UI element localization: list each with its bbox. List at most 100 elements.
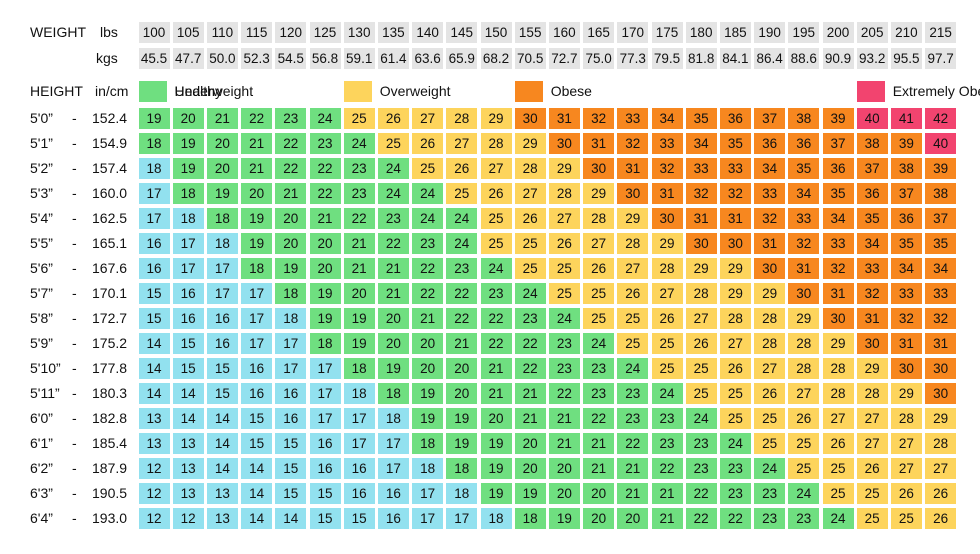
bmi-cell: 27	[890, 433, 922, 454]
bmi-cell: 24	[685, 408, 717, 429]
bmi-cell: 15	[275, 483, 307, 504]
bmi-cell: 16	[241, 358, 273, 379]
bmi-cell: 25	[480, 233, 512, 254]
bmi-cell: 21	[377, 283, 409, 304]
bmi-cell: 23	[617, 383, 649, 404]
bmi-cell: 22	[446, 283, 478, 304]
bmi-cell: 30	[651, 208, 683, 229]
bmi-cell: 25	[822, 458, 854, 479]
bmi-cell: 30	[788, 283, 820, 304]
bmi-cell: 18	[412, 433, 444, 454]
height-cm: 157.4	[92, 160, 128, 176]
bmi-cell: 27	[685, 308, 717, 329]
bmi-cell: 17	[138, 183, 170, 204]
bmi-cell: 16	[343, 458, 375, 479]
bmi-cell: 22	[275, 133, 307, 154]
bmi-cell: 16	[138, 258, 170, 279]
bmi-cell: 19	[241, 208, 273, 229]
bmi-cell: 18	[446, 458, 478, 479]
bmi-cell: 23	[412, 233, 444, 254]
bmi-cell: 26	[583, 258, 615, 279]
bmi-cell: 23	[788, 508, 820, 529]
bmi-cell: 28	[446, 108, 478, 129]
bmi-cell: 38	[925, 183, 957, 204]
bmi-cell: 25	[548, 283, 580, 304]
bmi-cell: 26	[480, 183, 512, 204]
bmi-cell: 18	[206, 208, 238, 229]
lbs-cell: 205	[856, 22, 888, 43]
bmi-cell: 26	[617, 283, 649, 304]
kgs-cell: 72.7	[548, 48, 580, 69]
bmi-cell: 17	[343, 408, 375, 429]
lbs-cell: 180	[685, 22, 717, 43]
bmi-cell: 20	[514, 433, 546, 454]
bmi-cell: 32	[822, 258, 854, 279]
bmi-cell: 21	[548, 433, 580, 454]
bmi-cell: 39	[890, 133, 922, 154]
bmi-cell: 29	[754, 283, 786, 304]
bmi-cell: 25	[890, 508, 922, 529]
bmi-cell: 16	[275, 408, 307, 429]
bmi-cell: 32	[788, 233, 820, 254]
bmi-cell: 32	[651, 158, 683, 179]
bmi-cell: 20	[548, 483, 580, 504]
separator: -	[72, 210, 77, 226]
bmi-cell: 20	[446, 383, 478, 404]
bmi-cell: 31	[925, 333, 957, 354]
height-cm: 165.1	[92, 235, 128, 251]
bmi-cell: 28	[583, 208, 615, 229]
height-ft: 5'8”	[30, 310, 53, 326]
bmi-cell: 19	[172, 133, 204, 154]
height-ft: 6'0”	[30, 410, 53, 426]
bmi-cell: 20	[309, 258, 341, 279]
bmi-cell: 19	[412, 408, 444, 429]
bmi-cell: 17	[412, 483, 444, 504]
height-cm: 167.6	[92, 260, 128, 276]
bmi-cell: 31	[754, 233, 786, 254]
bmi-cell: 23	[583, 358, 615, 379]
bmi-cell: 12	[172, 508, 204, 529]
bmi-cell: 24	[754, 458, 786, 479]
kgs-cell: 88.6	[788, 48, 820, 69]
bmi-cell: 21	[343, 258, 375, 279]
height-cm: 172.7	[92, 310, 128, 326]
lbs-label: lbs	[100, 24, 118, 40]
bmi-cell: 13	[172, 483, 204, 504]
lbs-cell: 110	[206, 22, 238, 43]
bmi-cell: 34	[685, 133, 717, 154]
bmi-cell: 13	[138, 408, 170, 429]
bmi-cell: 23	[514, 308, 546, 329]
bmi-cell: 26	[925, 483, 957, 504]
bmi-cell: 27	[925, 458, 957, 479]
lbs-cell: 195	[788, 22, 820, 43]
bmi-cell: 21	[480, 358, 512, 379]
bmi-cell: 30	[617, 183, 649, 204]
bmi-cell: 38	[856, 133, 888, 154]
bmi-cell: 21	[446, 333, 478, 354]
bmi-cell: 16	[206, 333, 238, 354]
kgs-cell: 93.2	[856, 48, 888, 69]
bmi-cell: 26	[651, 308, 683, 329]
bmi-cell: 37	[754, 108, 786, 129]
bmi-cell: 24	[446, 208, 478, 229]
bmi-cell: 17	[206, 283, 238, 304]
bmi-cell: 23	[685, 433, 717, 454]
bmi-cell: 33	[822, 233, 854, 254]
bmi-cell: 25	[514, 233, 546, 254]
bmi-cell: 22	[446, 308, 478, 329]
bmi-cell: 29	[548, 158, 580, 179]
bmi-cell: 14	[206, 433, 238, 454]
separator: -	[72, 485, 77, 501]
bmi-cell: 27	[548, 208, 580, 229]
bmi-cell: 24	[651, 383, 683, 404]
bmi-cell: 20	[206, 133, 238, 154]
bmi-cell: 28	[719, 308, 751, 329]
bmi-cell: 23	[651, 433, 683, 454]
height-cm: 154.9	[92, 135, 128, 151]
bmi-cell: 30	[514, 108, 546, 129]
bmi-cell: 15	[309, 508, 341, 529]
bmi-cell: 30	[856, 333, 888, 354]
height-ft: 5'1”	[30, 135, 53, 151]
bmi-cell: 32	[890, 308, 922, 329]
kgs-cell: 81.8	[685, 48, 717, 69]
